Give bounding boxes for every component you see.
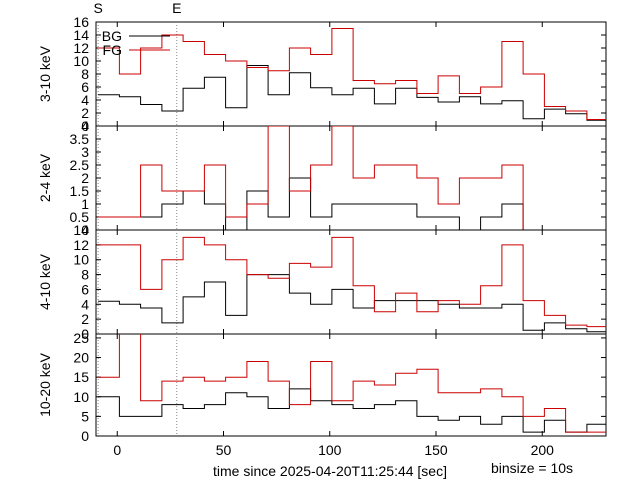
y-tick-label: 0.5	[70, 209, 90, 225]
y-tick-label: 15	[73, 369, 89, 385]
marker-label-e: E	[172, 0, 181, 16]
series-bg-line	[98, 388, 606, 433]
y-tick-label: 2.5	[70, 157, 90, 173]
y-tick-label: 25	[73, 330, 89, 346]
y-tick-label: 4	[81, 296, 89, 312]
y-tick-label: 5	[81, 408, 89, 424]
y-tick-label: 0	[81, 326, 89, 342]
series-fg-line	[98, 28, 606, 120]
y-tick-label: 0	[81, 222, 89, 238]
y-axis-label: 4-10 keV	[37, 253, 53, 310]
y-tick-label: 12	[73, 237, 89, 253]
y-tick-label: 3	[81, 144, 89, 160]
y-tick-label: 6	[81, 79, 89, 95]
series-bg-line	[98, 177, 606, 230]
series-fg-line	[98, 236, 606, 328]
x-tick-label: 50	[216, 442, 232, 458]
x-tick-label: 200	[531, 442, 555, 458]
panel-frame	[95, 333, 607, 437]
series-bg-line	[98, 65, 606, 121]
y-tick-label: 6	[81, 281, 89, 297]
y-tick-label: 0	[81, 118, 89, 134]
y-axis-label: 3-10 keV	[37, 45, 53, 102]
y-tick-label: 4	[81, 118, 89, 134]
y-axis-label: 2-4 keV	[37, 153, 53, 202]
y-tick-label: 20	[73, 350, 89, 366]
panel-series	[98, 28, 606, 121]
panel-frame	[95, 229, 607, 335]
y-tick-label: 2	[81, 170, 89, 186]
x-tick-label: 100	[318, 442, 342, 458]
panel-series	[98, 236, 606, 333]
y-tick-label: 2	[81, 105, 89, 121]
panel-frame	[95, 125, 607, 231]
y-tick-label: 14	[73, 27, 89, 43]
y-tick-label: 10	[73, 389, 89, 405]
series-bg-line	[98, 274, 606, 333]
y-tick-label: 1	[81, 196, 89, 212]
binsize-label: binsize = 10s	[491, 460, 573, 476]
marker-label-s: S	[93, 0, 102, 16]
y-tick-label: 4	[81, 92, 89, 108]
legend-label-bg: BG	[102, 28, 122, 44]
series-fg-line	[98, 334, 606, 433]
y-tick-label: 2	[81, 311, 89, 327]
y-tick-label: 8	[81, 66, 89, 82]
y-tick-label: 8	[81, 267, 89, 283]
panel-series	[98, 126, 606, 230]
panel-series	[98, 334, 606, 433]
x-axis: 0 50 100 150 200	[113, 442, 554, 458]
y-tick-label: 12	[73, 40, 89, 56]
y-tick-label: 14	[73, 222, 89, 238]
y-axis-label: 10-20 keV	[37, 352, 53, 416]
x-axis-label: time since 2025-04-20T11:25:44 [sec]	[213, 463, 447, 479]
y-tick-label: 0	[81, 428, 89, 444]
y-tick-label: 3.5	[70, 131, 90, 147]
y-tick-label: 16	[73, 14, 89, 30]
x-tick-label: 0	[113, 442, 121, 458]
series-fg-line	[98, 126, 606, 230]
y-tick-label: 10	[73, 53, 89, 69]
y-tick-label: 10	[73, 252, 89, 268]
y-tick-label: 1.5	[70, 183, 90, 199]
x-tick-label: 150	[424, 442, 448, 458]
legend-label-fg: FG	[103, 42, 122, 58]
panel-4: 0 5 10 15 20 25 10-20 keV	[37, 330, 607, 444]
panel-2: 00.511.522.533.542-4 keV	[37, 118, 607, 238]
